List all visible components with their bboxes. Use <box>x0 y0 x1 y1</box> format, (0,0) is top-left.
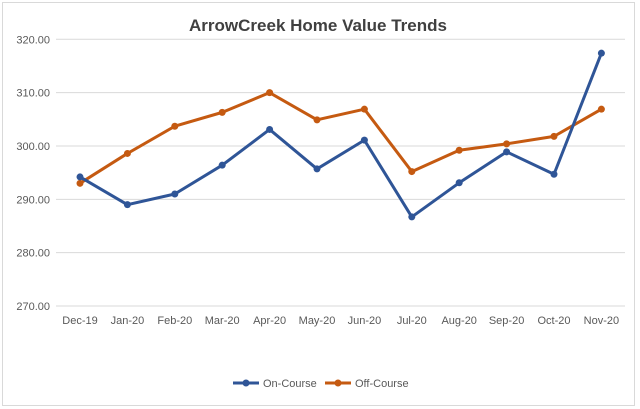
legend-label: Off-Course <box>355 378 409 390</box>
data-point <box>550 132 558 140</box>
x-tick-label: Jun-20 <box>348 315 382 327</box>
data-point <box>597 105 605 113</box>
x-tick-label: Mar-20 <box>205 315 240 327</box>
x-tick-label: Nov-20 <box>584 315 619 327</box>
legend-label: On-Course <box>263 378 317 390</box>
data-point <box>171 122 179 130</box>
data-point <box>455 146 463 154</box>
chart-title: ArrowCreek Home Value Trends <box>189 16 447 35</box>
data-point <box>266 125 274 133</box>
data-point <box>597 49 605 57</box>
y-tick-label: 280.00 <box>16 248 50 260</box>
data-point <box>313 116 321 124</box>
y-tick-label: 290.00 <box>16 194 50 206</box>
y-tick-label: 310.00 <box>16 88 50 100</box>
y-tick-label: 270.00 <box>16 301 50 313</box>
data-point <box>455 179 463 187</box>
data-point <box>550 170 558 178</box>
data-point <box>503 148 511 156</box>
legend-marker <box>334 379 342 387</box>
chart-border <box>2 2 635 406</box>
y-tick-label: 300.00 <box>16 141 50 153</box>
data-point <box>76 179 84 187</box>
x-tick-label: Feb-20 <box>157 315 192 327</box>
data-point <box>360 105 368 113</box>
y-tick-label: 320.00 <box>16 34 50 46</box>
x-tick-label: Oct-20 <box>537 315 570 327</box>
x-tick-label: Dec-19 <box>62 315 97 327</box>
x-tick-label: Apr-20 <box>253 315 286 327</box>
data-point <box>218 108 226 116</box>
data-point <box>408 213 416 221</box>
data-point <box>360 136 368 144</box>
x-tick-label: May-20 <box>299 315 336 327</box>
data-point <box>503 140 511 148</box>
data-point <box>313 165 321 173</box>
data-point <box>123 149 131 157</box>
data-point <box>266 89 274 97</box>
x-tick-label: Jan-20 <box>111 315 145 327</box>
data-point <box>123 201 131 209</box>
data-point <box>171 190 179 198</box>
x-tick-label: Jul-20 <box>397 315 427 327</box>
data-point <box>218 161 226 169</box>
data-point <box>408 168 416 176</box>
legend-marker <box>242 379 250 387</box>
series-line-on-course <box>79 52 603 219</box>
series-line-off-course <box>79 91 603 185</box>
data-point <box>76 173 84 181</box>
x-tick-label: Sep-20 <box>489 315 524 327</box>
x-tick-label: Aug-20 <box>441 315 476 327</box>
